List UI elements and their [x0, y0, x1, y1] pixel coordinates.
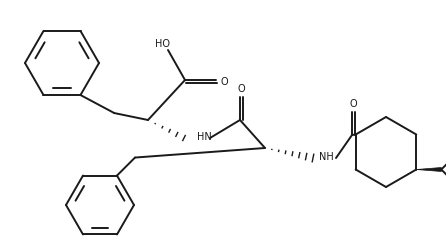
Text: O: O: [237, 84, 245, 94]
Text: HN: HN: [197, 132, 212, 142]
Text: HO: HO: [156, 39, 170, 49]
Polygon shape: [416, 168, 441, 172]
Text: O: O: [349, 99, 357, 109]
Text: O: O: [220, 77, 228, 87]
Text: NH: NH: [319, 152, 334, 162]
